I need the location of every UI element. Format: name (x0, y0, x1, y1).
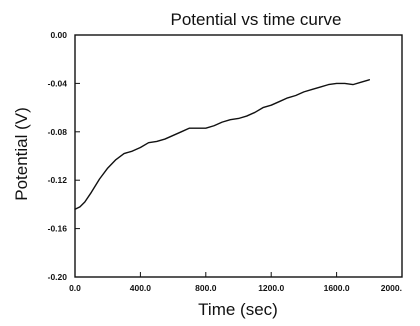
x-axis-label: Time (sec) (198, 300, 278, 319)
x-tick-label: 2000. (381, 283, 402, 293)
plot-frame (74, 34, 403, 278)
x-tick-label: 800.0 (195, 283, 217, 293)
y-tick-label: 0.00 (50, 30, 67, 40)
potential-series-line (74, 79, 370, 210)
chart-title: Potential vs time curve (170, 10, 341, 29)
y-tick-label: -0.04 (48, 78, 68, 88)
x-tick-label: 0.0 (69, 283, 81, 293)
y-tick-label: -0.20 (48, 272, 68, 282)
x-axis-ticks: 0.0 400.0 800.0 1200.0 1600.0 2000. (69, 272, 403, 293)
y-axis-ticks: 0.00 -0.04 -0.08 -0.12 -0.16 -0.20 (48, 30, 80, 282)
x-tick-label: 400.0 (130, 283, 152, 293)
x-tick-label: 1600.0 (324, 283, 350, 293)
y-tick-label: -0.16 (48, 224, 68, 234)
y-axis-label: Potential (V) (12, 107, 31, 201)
y-tick-label: -0.08 (48, 127, 68, 137)
y-tick-label: -0.12 (48, 175, 68, 185)
x-tick-label: 1200.0 (258, 283, 284, 293)
